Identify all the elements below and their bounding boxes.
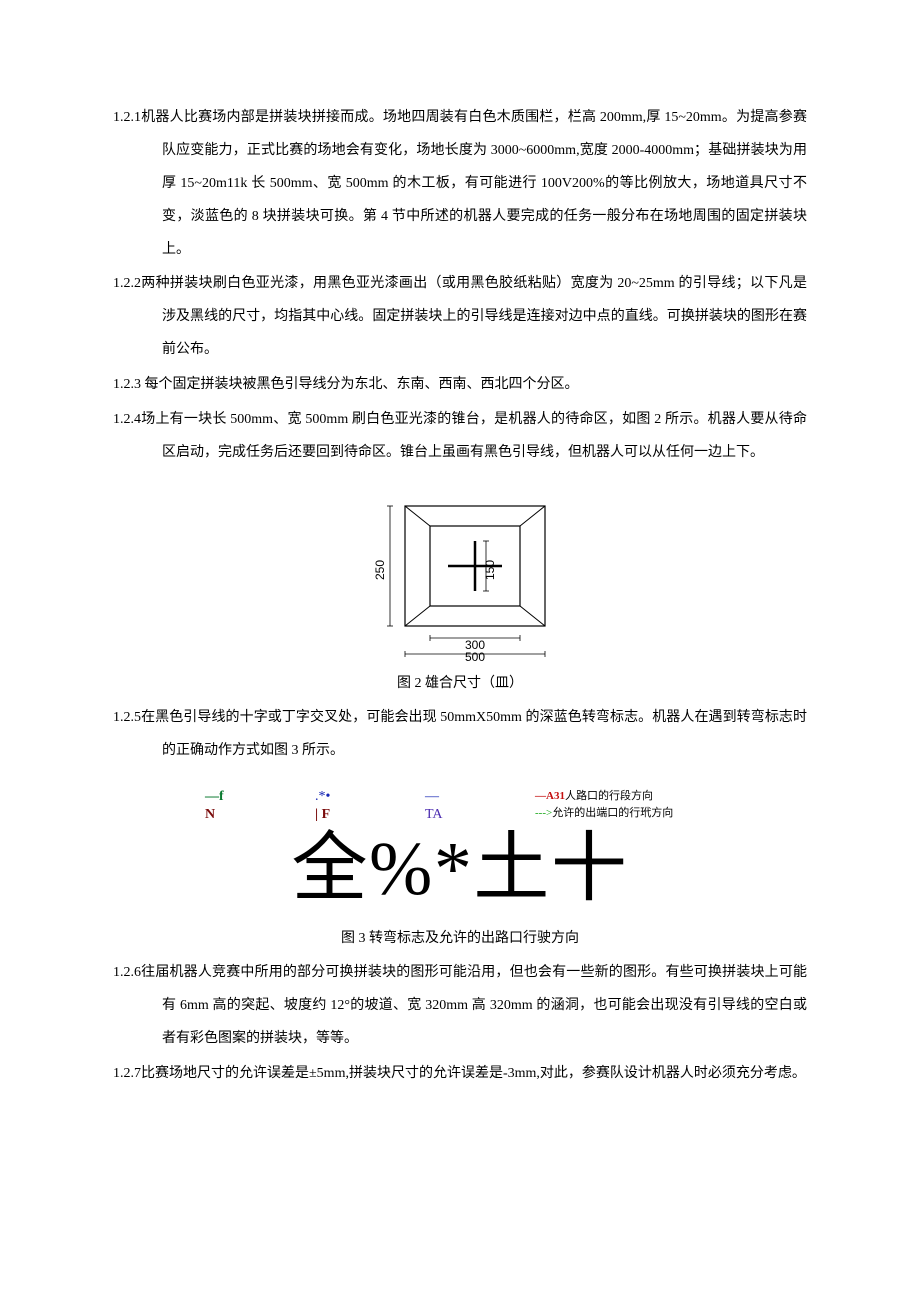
paragraph-1-2-6: 1.2.6往届机器人竞赛中所用的部分可换拼装块的图形可能沿用，但也会有一些新的图… [113,957,807,1056]
paragraph-1-2-3: 1.2.3 每个固定拼装块被黑色引导线分为东北、东南、西南、西北四个分区。 [113,369,807,402]
paragraph-1-2-1: 1.2.1机器人比赛场内部是拼装块拼接而成。场地四周装有白色木质围栏，栏高 20… [113,102,807,266]
dim-250: 250 [373,559,387,579]
fig3-legend1-rest: 人路口的行段方向 [565,790,653,802]
fig3-c3a: — [425,789,439,804]
figure-3-large-glyphs: 全%*土十 [113,831,807,907]
document-page: 1.2.1机器人比赛场内部是拼装块拼接而成。场地四周装有白色木质围栏，栏高 20… [0,0,920,1173]
paragraph-1-2-7: 1.2.7比赛场地尺寸的允许误差是±5mm,拼装块尺寸的允许误差是-3mm,对此… [113,1058,807,1091]
figure-2: 250 150 300 500 [113,496,807,666]
dim-150: 150 [483,559,497,579]
figure-2-caption: 图 2 雄合尺寸（皿） [113,670,807,698]
figure-2-svg: 250 150 300 500 [360,496,560,666]
paragraph-1-2-2: 1.2.2两种拼装块刷白色亚光漆，用黑色亚光漆画出（或用黑色胶纸粘贴）宽度为 2… [113,268,807,367]
fig3-c3b: TA [425,807,443,822]
figure-3-caption: 图 3 转弯标志及允许的出路口行驶方向 [113,925,807,953]
fig3-legend2-prefix: ---> [535,807,552,819]
fig3-c2b: | F [315,807,330,822]
fig3-c1a: —f [205,789,224,804]
fig3-c1b: N [205,807,215,822]
fig3-c2a: .*• [315,789,330,804]
figure-3: —f N .*• | F — TA —A31人路口的行段方向 --->允许的出端… [113,788,807,908]
figure-3-legend-row: —f N .*• | F — TA —A31人路口的行段方向 --->允许的出端… [113,788,807,826]
fig3-legend2-rest: 允许的出端口的行玳方向 [552,807,673,819]
fig3-legend1-prefix: —A31 [535,790,565,802]
paragraph-1-2-5: 1.2.5在黑色引导线的十字或丁字交叉处，可能会出现 50mmX50mm 的深蓝… [113,702,807,768]
paragraph-1-2-4: 1.2.4场上有一块长 500mm、宽 500mm 刷白色亚光漆的锥台，是机器人… [113,404,807,470]
dim-500: 500 [465,650,485,664]
